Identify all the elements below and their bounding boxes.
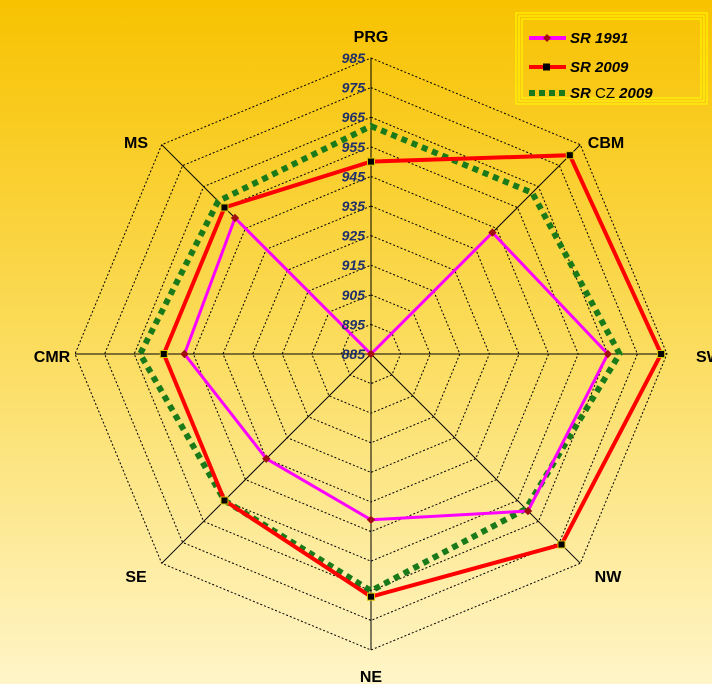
point-cmr: [159, 350, 168, 358]
legend-marker: [543, 34, 551, 42]
legend: SR 1991 SR 2009 SR CZ 2009: [515, 12, 708, 105]
axis-label-nw: NW: [595, 569, 623, 586]
tick-label-965: 965: [342, 109, 366, 125]
spoke-nw: [370, 353, 581, 564]
axis-label-sw: SW: [696, 349, 712, 366]
tick-label-975: 975: [342, 80, 366, 96]
point-ms: [220, 203, 229, 212]
grid-ring-915: [281, 264, 461, 444]
legend-marker: [543, 63, 550, 71]
series-sr-2009: [159, 151, 666, 601]
point-ne: [366, 515, 376, 525]
grid-ring-945: [192, 175, 550, 533]
point-se: [262, 454, 271, 463]
point-prg: [367, 157, 375, 166]
legend-frame-mid: [518, 15, 705, 102]
axis-label-cmr: CMR: [34, 349, 71, 366]
series-sr-cz-2009: [136, 122, 624, 595]
tick-labels: 885 895 905 915 925 935 945 955 965 975 985: [342, 50, 366, 362]
point-ne: [367, 592, 375, 601]
point-cmr: [180, 349, 189, 359]
legend-label: SR CZ 2009: [570, 85, 653, 102]
axis-label-se: SE: [125, 569, 147, 586]
tick-label-945: 945: [342, 168, 366, 184]
axis-label-cbm: CBM: [588, 135, 624, 152]
legend-frame-inner: [521, 18, 702, 99]
legend-entry-3: SR CZ 2009: [529, 85, 653, 102]
tick-label-885: 885: [342, 346, 366, 362]
tick-label-925: 925: [342, 228, 366, 244]
tick-label-985: 985: [342, 50, 366, 66]
point-cbm: [565, 151, 574, 160]
axis-label-ms: MS: [124, 135, 148, 152]
point-sw: [603, 349, 613, 359]
tick-label-915: 915: [342, 257, 366, 273]
legend-label: SR 2009: [570, 59, 629, 76]
tick-label-935: 935: [342, 198, 366, 214]
series-line: [136, 122, 624, 595]
point-nw: [523, 506, 533, 516]
point-ms: [230, 213, 240, 223]
axis-label-ne: NE: [360, 669, 383, 684]
tick-label-955: 955: [342, 139, 366, 155]
point-sw: [657, 350, 666, 358]
legend-entry-2: SR 2009: [529, 59, 629, 76]
grid-ring-925: [252, 235, 490, 473]
tick-label-905: 905: [342, 287, 366, 303]
legend-label: SR 1991: [570, 30, 628, 47]
legend-frame-outer: [515, 12, 708, 105]
tick-label-895: 895: [342, 316, 366, 332]
point-cbm: [488, 228, 497, 237]
point-se: [220, 496, 229, 505]
axis-labels: PRG CBM SW NW NE SE CMR MS: [34, 29, 712, 684]
series-layer: [136, 122, 666, 601]
legend-entry-1: SR 1991: [529, 30, 628, 47]
axis-label-prg: PRG: [354, 29, 389, 46]
series-sr-1991: [180, 213, 613, 525]
point-prg: [366, 349, 376, 359]
point-nw: [557, 540, 566, 549]
